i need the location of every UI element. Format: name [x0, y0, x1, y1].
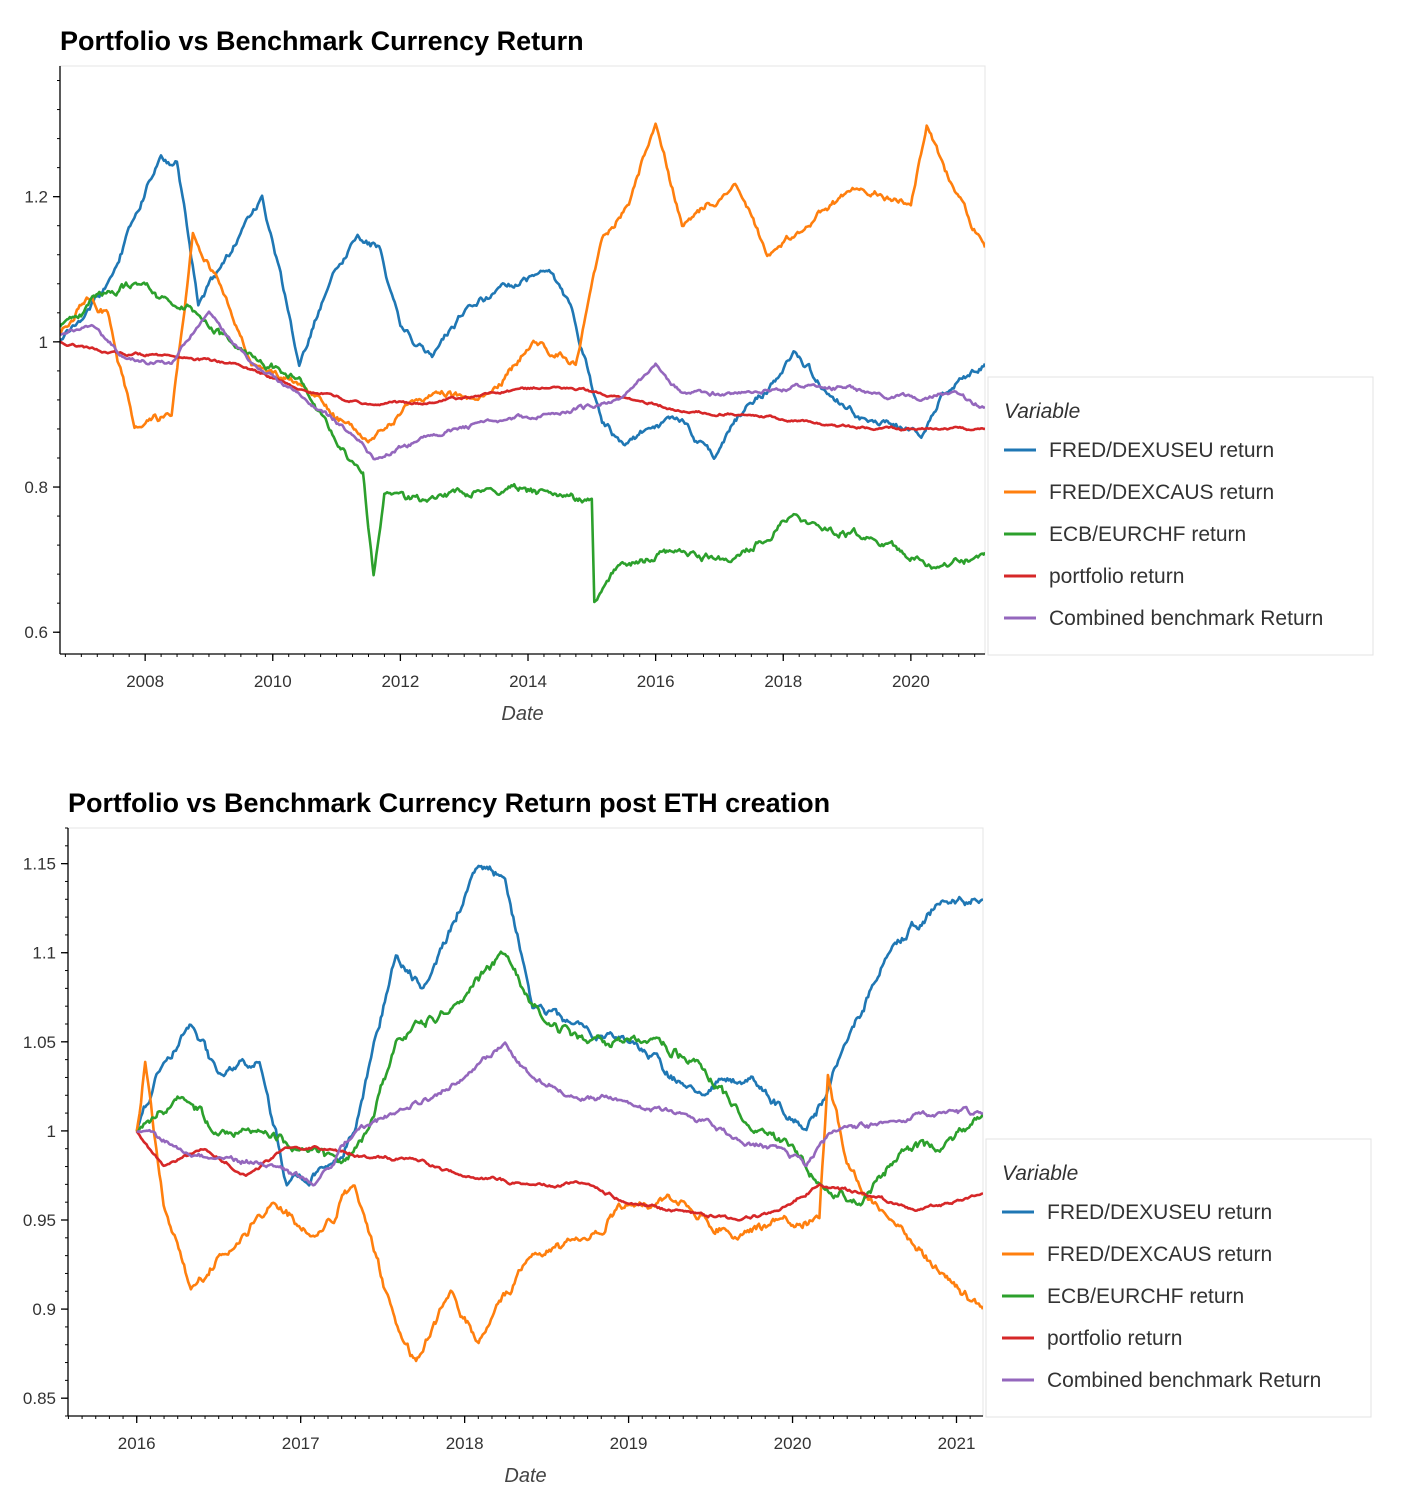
legend-label: Combined benchmark Return: [1047, 1369, 1321, 1392]
x-axis-label: Date: [504, 1465, 546, 1487]
y-tick-label: 0.9: [32, 1300, 56, 1319]
legend-title: Variable: [1004, 400, 1080, 423]
series-line-fred-dexuseu-return: [135, 864, 983, 1187]
legend-box: [987, 376, 1374, 656]
y-tick-label: 0.85: [23, 1389, 56, 1408]
chart-2: 0.85 0.9 0.95 1 1.05 1.1 1.15 2016 2017 2018 2019 2…: [23, 827, 1372, 1487]
series-line-fred-dexcaus-return: [60, 122, 985, 444]
x-tick-label: 2018: [764, 672, 802, 691]
x-tick-label: 2019: [610, 1434, 648, 1453]
x-tick-label: 2016: [637, 672, 675, 691]
legend-label: FRED/DEXUSEU return: [1049, 439, 1274, 462]
legend-label: Combined benchmark Return: [1049, 607, 1323, 630]
x-tick-label: 2010: [254, 672, 292, 691]
x-tick-label: 2014: [509, 672, 547, 691]
x-axis-label: Date: [501, 703, 543, 725]
chart-1: 0.6 0.8 1 1.2 2008 2010 2012 2014 2016 2018 2020 Da…: [24, 65, 1374, 725]
chart-title-2: Portfolio vs Benchmark Currency Return p…: [68, 788, 831, 818]
legend-label: FRED/DEXUSEU return: [1047, 1201, 1272, 1224]
legend-box: [985, 1138, 1372, 1418]
legend-label: ECB/EURCHF return: [1047, 1285, 1244, 1308]
y-tick-label: 0.8: [24, 478, 48, 497]
x-tick-label: 2020: [892, 672, 930, 691]
series-line-combined-benchmark-return: [136, 1041, 983, 1187]
legend-label: FRED/DEXCAUS return: [1047, 1243, 1272, 1266]
series-line-combined-benchmark-return: [60, 310, 985, 461]
series-group: [60, 122, 985, 604]
y-tick-label: 0.95: [23, 1211, 56, 1230]
y-tick-label: 0.6: [24, 623, 48, 642]
series-line-fred-dexuseu-return: [60, 154, 985, 461]
x-tick-label: 2018: [446, 1434, 484, 1453]
y-tick-label: 1: [47, 1122, 56, 1141]
series-line-ecb-eurchf-return: [60, 281, 985, 604]
x-tick-label: 2012: [381, 672, 419, 691]
y-tick-label: 1.1: [32, 944, 56, 963]
series-line-portfolio-return: [60, 340, 985, 432]
x-tick-label: 2020: [774, 1434, 812, 1453]
legend-label: portfolio return: [1047, 1327, 1182, 1350]
x-tick-label: 2008: [126, 672, 164, 691]
legend: Variable FRED/DEXUSEU return FRED/DEXCAUS …: [985, 1138, 1372, 1418]
y-tick-label: 1: [39, 333, 48, 352]
y-tick-label: 1.15: [23, 855, 56, 874]
legend-label: ECB/EURCHF return: [1049, 523, 1246, 546]
x-tick-label: 2017: [282, 1434, 320, 1453]
chart-title-1: Portfolio vs Benchmark Currency Return: [60, 26, 584, 56]
series-line-ecb-eurchf-return: [136, 950, 983, 1207]
legend-label: FRED/DEXCAUS return: [1049, 481, 1274, 504]
y-tick-label: 1.2: [24, 188, 48, 207]
series-line-fred-dexcaus-return: [135, 1060, 983, 1363]
series-line-portfolio-return: [135, 1130, 983, 1222]
legend: Variable FRED/DEXUSEU return FRED/DEXCAUS …: [987, 376, 1374, 656]
y-tick-label: 1.05: [23, 1033, 56, 1052]
legend-title: Variable: [1002, 1162, 1078, 1185]
legend-label: portfolio return: [1049, 565, 1184, 588]
x-tick-label: 2021: [938, 1434, 976, 1453]
x-tick-label: 2016: [118, 1434, 156, 1453]
series-group: [135, 864, 983, 1363]
